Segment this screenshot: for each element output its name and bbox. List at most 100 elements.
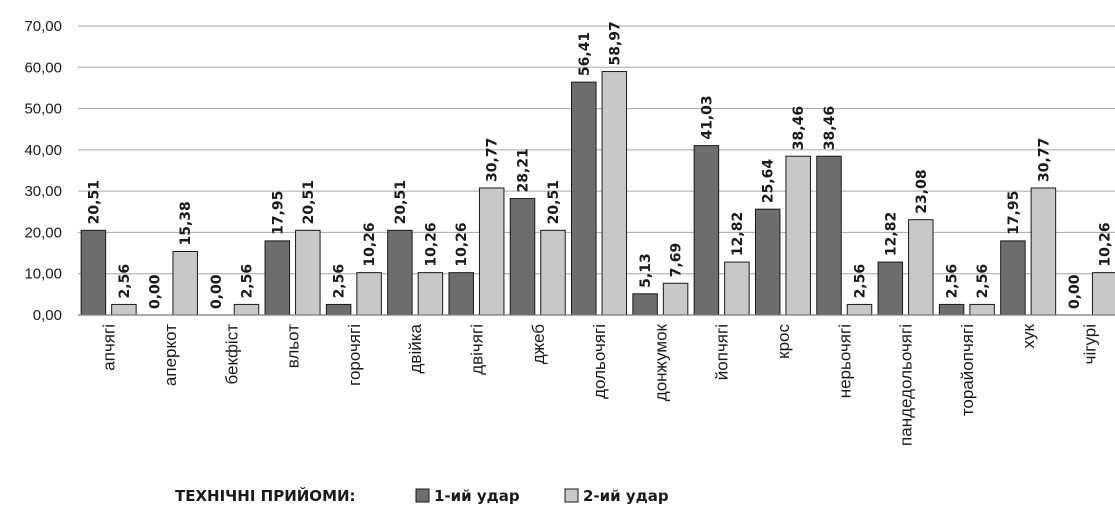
bar-2-торайопчягі [969, 303, 995, 316]
bar-2-пандедольочягі [908, 219, 934, 316]
category-label: джеб [529, 324, 548, 365]
bars [80, 71, 1115, 316]
bar-1-дольочягі [571, 81, 597, 316]
data-label: 2,56 [853, 264, 869, 299]
category-label: аперкот [161, 324, 180, 386]
bar-2-донжумок [662, 282, 689, 316]
bar-2-бекфіст [233, 303, 260, 316]
data-label: 0,00 [148, 274, 164, 309]
y-tick-label: 30,00 [24, 183, 62, 200]
category-label: апчягі [100, 324, 119, 371]
data-label: 17,95 [1006, 191, 1022, 235]
legend: ТЕХНІЧНІ ПРИЙОМИ: 1-ий удар 2-ий удар [175, 486, 669, 505]
data-label: 12,82 [730, 212, 746, 256]
y-axis-ticks: 0,00 10,00 20,00 30,00 40,00 50,00 60,00 70,00 [24, 18, 62, 324]
legend-label-series-1: 1-ий удар [434, 487, 520, 505]
bar-1-йопчягі [693, 145, 720, 316]
data-label: 2,56 [975, 264, 991, 299]
category-label: пандедольочягі [897, 324, 916, 446]
category-label: дольочягі [590, 324, 609, 399]
legend-swatch-series-2 [564, 488, 579, 503]
bar-1-горочягі [325, 303, 352, 316]
bar-1-крос [754, 208, 781, 316]
bar-2-чігурі [1091, 272, 1115, 316]
category-label: торайопчягі [958, 324, 977, 416]
data-label: 23,08 [914, 169, 930, 213]
bar-2-крос [785, 155, 811, 316]
data-label: 10,26 [423, 222, 439, 266]
bar-2-горочягі [356, 272, 382, 316]
bar-1-двічягі [448, 272, 474, 316]
category-labels: апчягі аперкот бекфіст вльот горочягі двійка д… [100, 323, 1100, 446]
legend-label-series-2: 2-ий удар [583, 487, 669, 505]
data-label: 0,00 [209, 274, 225, 309]
bar-2-двійка [417, 272, 444, 316]
data-label: 20,51 [86, 180, 102, 224]
data-label: 25,64 [761, 159, 777, 204]
data-label: 15,38 [178, 201, 194, 245]
category-label: чігурі [1080, 324, 1099, 364]
data-label: 2,56 [945, 264, 961, 299]
data-label: 28,21 [516, 148, 532, 192]
data-label: 0,00 [1067, 274, 1083, 309]
legend-swatch-series-1 [415, 488, 430, 503]
y-tick-label: 60,00 [24, 59, 62, 76]
category-label: бекфіст [222, 324, 241, 385]
y-tick-label: 0,00 [33, 307, 62, 324]
bar-2-дольочягі [601, 71, 628, 316]
data-label: 2,56 [332, 264, 348, 299]
data-labels: 20,51 2,56 0,00 15,38 0,00 2,56 17,95 20,51 2,56… [86, 21, 1113, 309]
data-label: 7,69 [669, 243, 685, 278]
data-label: 38,46 [791, 106, 807, 150]
y-tick-label: 20,00 [24, 224, 62, 241]
category-label: двічягі [467, 324, 486, 375]
y-tick-label: 50,00 [24, 101, 62, 118]
data-label: 41,03 [699, 95, 715, 139]
bar-1-донжумок [632, 293, 658, 316]
bar-2-хук [1030, 187, 1057, 316]
y-tick-label: 70,00 [24, 18, 62, 35]
bar-2-нерьочягі [846, 303, 873, 316]
data-label: 20,51 [546, 180, 562, 224]
bar-2-джеб [540, 229, 566, 316]
bar-2-вльот [295, 229, 321, 316]
bar-1-двійка [387, 229, 413, 316]
data-label: 30,77 [485, 138, 501, 182]
data-label: 10,26 [1098, 222, 1114, 266]
bar-1-торайопчягі [938, 303, 965, 316]
category-label: йопчягі [713, 324, 732, 380]
bar-1-апчягі [80, 229, 107, 316]
category-label: горочягі [345, 324, 364, 386]
bar-2-двічягі [478, 187, 505, 316]
y-tick-label: 40,00 [24, 142, 62, 159]
data-label: 2,56 [240, 264, 256, 299]
data-label: 58,97 [607, 21, 623, 65]
category-label: двійка [406, 323, 425, 373]
bar-1-нерьочягі [816, 155, 842, 316]
bar-2-йопчягі [724, 261, 750, 316]
category-label: хук [1019, 323, 1038, 348]
category-label: вльот [284, 324, 303, 368]
category-label: нерьочягі [835, 324, 854, 398]
data-label: 30,77 [1036, 138, 1052, 182]
data-label: 17,95 [270, 191, 286, 235]
data-label: 20,51 [301, 180, 317, 224]
bar-1-вльот [264, 240, 291, 316]
data-label: 38,46 [822, 106, 838, 150]
bar-1-хук [1000, 240, 1026, 316]
data-label: 10,26 [454, 222, 470, 266]
bar-2-аперкот [172, 251, 198, 316]
category-label: донжумок [651, 323, 670, 401]
legend-title: ТЕХНІЧНІ ПРИЙОМИ: [175, 486, 356, 505]
bar-1-джеб [509, 198, 536, 316]
data-label: 56,41 [577, 32, 593, 76]
data-label: 20,51 [393, 180, 409, 224]
data-label: 5,13 [638, 253, 654, 288]
bar-1-пандедольочягі [877, 261, 904, 316]
bar-2-апчягі [111, 303, 137, 316]
data-label: 10,26 [362, 222, 378, 266]
y-tick-label: 10,00 [24, 266, 62, 283]
data-label: 2,56 [117, 264, 133, 299]
data-label: 12,82 [883, 212, 899, 256]
